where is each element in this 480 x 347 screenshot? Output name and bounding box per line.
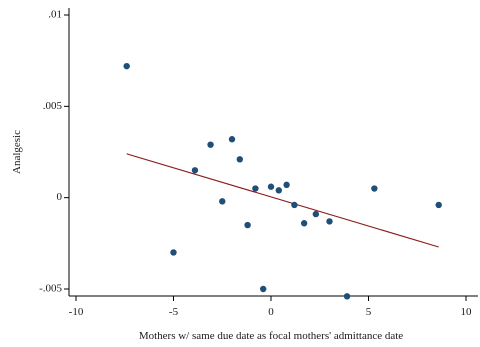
y-tick-label: 0 bbox=[57, 191, 63, 203]
data-point bbox=[267, 183, 275, 190]
data-point bbox=[312, 210, 320, 218]
points-layer bbox=[123, 62, 442, 300]
fit-line-layer bbox=[126, 153, 439, 248]
data-point bbox=[283, 181, 290, 189]
data-point bbox=[236, 156, 243, 163]
data-point bbox=[207, 141, 214, 148]
y-tick-label: .005 bbox=[43, 100, 63, 112]
data-point bbox=[123, 62, 130, 70]
data-point bbox=[326, 218, 333, 225]
data-point bbox=[252, 185, 259, 192]
data-point bbox=[191, 167, 199, 174]
ticks: -.005 0 .005 .01 -10 -5 0 5 10 bbox=[39, 9, 472, 318]
data-point bbox=[300, 220, 308, 227]
data-point bbox=[260, 285, 267, 293]
x-tick-label: 0 bbox=[268, 306, 274, 318]
x-tick-label: 5 bbox=[366, 306, 372, 318]
x-tick-label: -5 bbox=[169, 306, 179, 318]
x-tick-label: 10 bbox=[461, 306, 473, 318]
data-point bbox=[343, 293, 351, 300]
data-point bbox=[435, 201, 442, 209]
y-tick-label: .01 bbox=[48, 9, 62, 21]
data-point bbox=[371, 185, 378, 192]
fit-line bbox=[126, 153, 439, 248]
data-point bbox=[219, 198, 226, 205]
data-point bbox=[275, 187, 282, 194]
x-axis-title: Mothers w/ same due date as focal mother… bbox=[139, 330, 403, 342]
data-point bbox=[244, 221, 251, 229]
x-tick-label: -10 bbox=[69, 306, 84, 318]
data-point bbox=[291, 201, 298, 209]
y-axis-title: Analgesic bbox=[11, 130, 23, 174]
axes bbox=[68, 8, 478, 297]
y-tick-label: -.005 bbox=[39, 283, 62, 295]
data-point bbox=[170, 249, 177, 256]
data-point bbox=[228, 136, 236, 143]
